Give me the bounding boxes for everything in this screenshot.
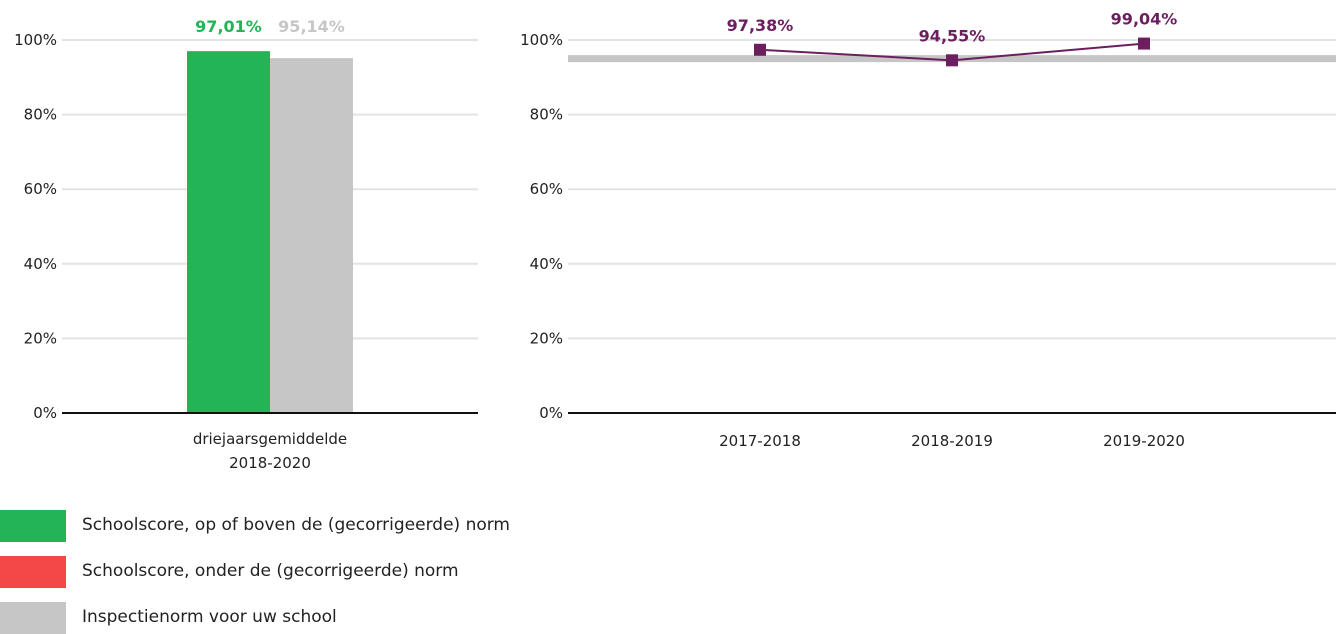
legend-swatch-green <box>0 510 66 542</box>
y-tick-label: 80% <box>530 106 563 124</box>
y-tick-label: 100% <box>520 31 563 49</box>
y-tick-label: 20% <box>24 329 57 347</box>
line-chart: 0% 20% 40% 60% 80% 100% 97,38% 2017-2018 94,55% 2… <box>520 10 1336 450</box>
y-tick-label: 100% <box>14 31 57 49</box>
legend-item-above-norm: Schoolscore, op of boven de (gecorrigeer… <box>0 510 600 542</box>
y-tick-label: 60% <box>530 180 563 198</box>
data-label: 97,01% <box>195 17 262 36</box>
bar-schoolscore <box>187 51 270 413</box>
data-point <box>1138 37 1150 50</box>
x-tick-label: 2018-2019 <box>911 432 993 450</box>
y-tick-label: 0% <box>33 404 57 422</box>
y-tick-label: 0% <box>539 404 563 422</box>
x-tick-label: 2017-2018 <box>719 432 801 450</box>
bar-norm <box>270 58 353 413</box>
x-tick-label: driejaarsgemiddelde <box>193 430 347 448</box>
legend-swatch-grey <box>0 602 66 634</box>
data-label: 99,04% <box>1111 10 1178 29</box>
x-tick-label: 2019-2020 <box>1103 432 1185 450</box>
data-label: 97,38% <box>727 16 794 35</box>
y-tick-label: 40% <box>24 255 57 273</box>
x-tick-label: 2018-2020 <box>229 454 311 472</box>
y-tick-label: 40% <box>530 255 563 273</box>
chart-canvas: 0% 20% 40% 60% 80% 100% 97,01% 95,14% driejaarsg… <box>14 10 1336 472</box>
data-label: 94,55% <box>919 26 986 45</box>
legend-swatch-red <box>0 556 66 588</box>
legend-item-norm: Inspectienorm voor uw school <box>0 602 600 634</box>
legend-label: Inspectienorm voor uw school <box>82 607 337 627</box>
data-point <box>754 43 766 56</box>
y-tick-label: 20% <box>530 329 563 347</box>
y-tick-label: 80% <box>24 106 57 124</box>
legend-label: Schoolscore, op of boven de (gecorrigeer… <box>82 515 510 535</box>
y-tick-label: 60% <box>24 180 57 198</box>
data-point <box>946 54 958 67</box>
legend-label: Schoolscore, onder de (gecorrigeerde) no… <box>82 561 459 581</box>
data-label: 95,14% <box>278 17 345 36</box>
legend-item-below-norm: Schoolscore, onder de (gecorrigeerde) no… <box>0 556 600 588</box>
bar-chart: 0% 20% 40% 60% 80% 100% 97,01% 95,14% driejaarsg… <box>14 17 478 472</box>
